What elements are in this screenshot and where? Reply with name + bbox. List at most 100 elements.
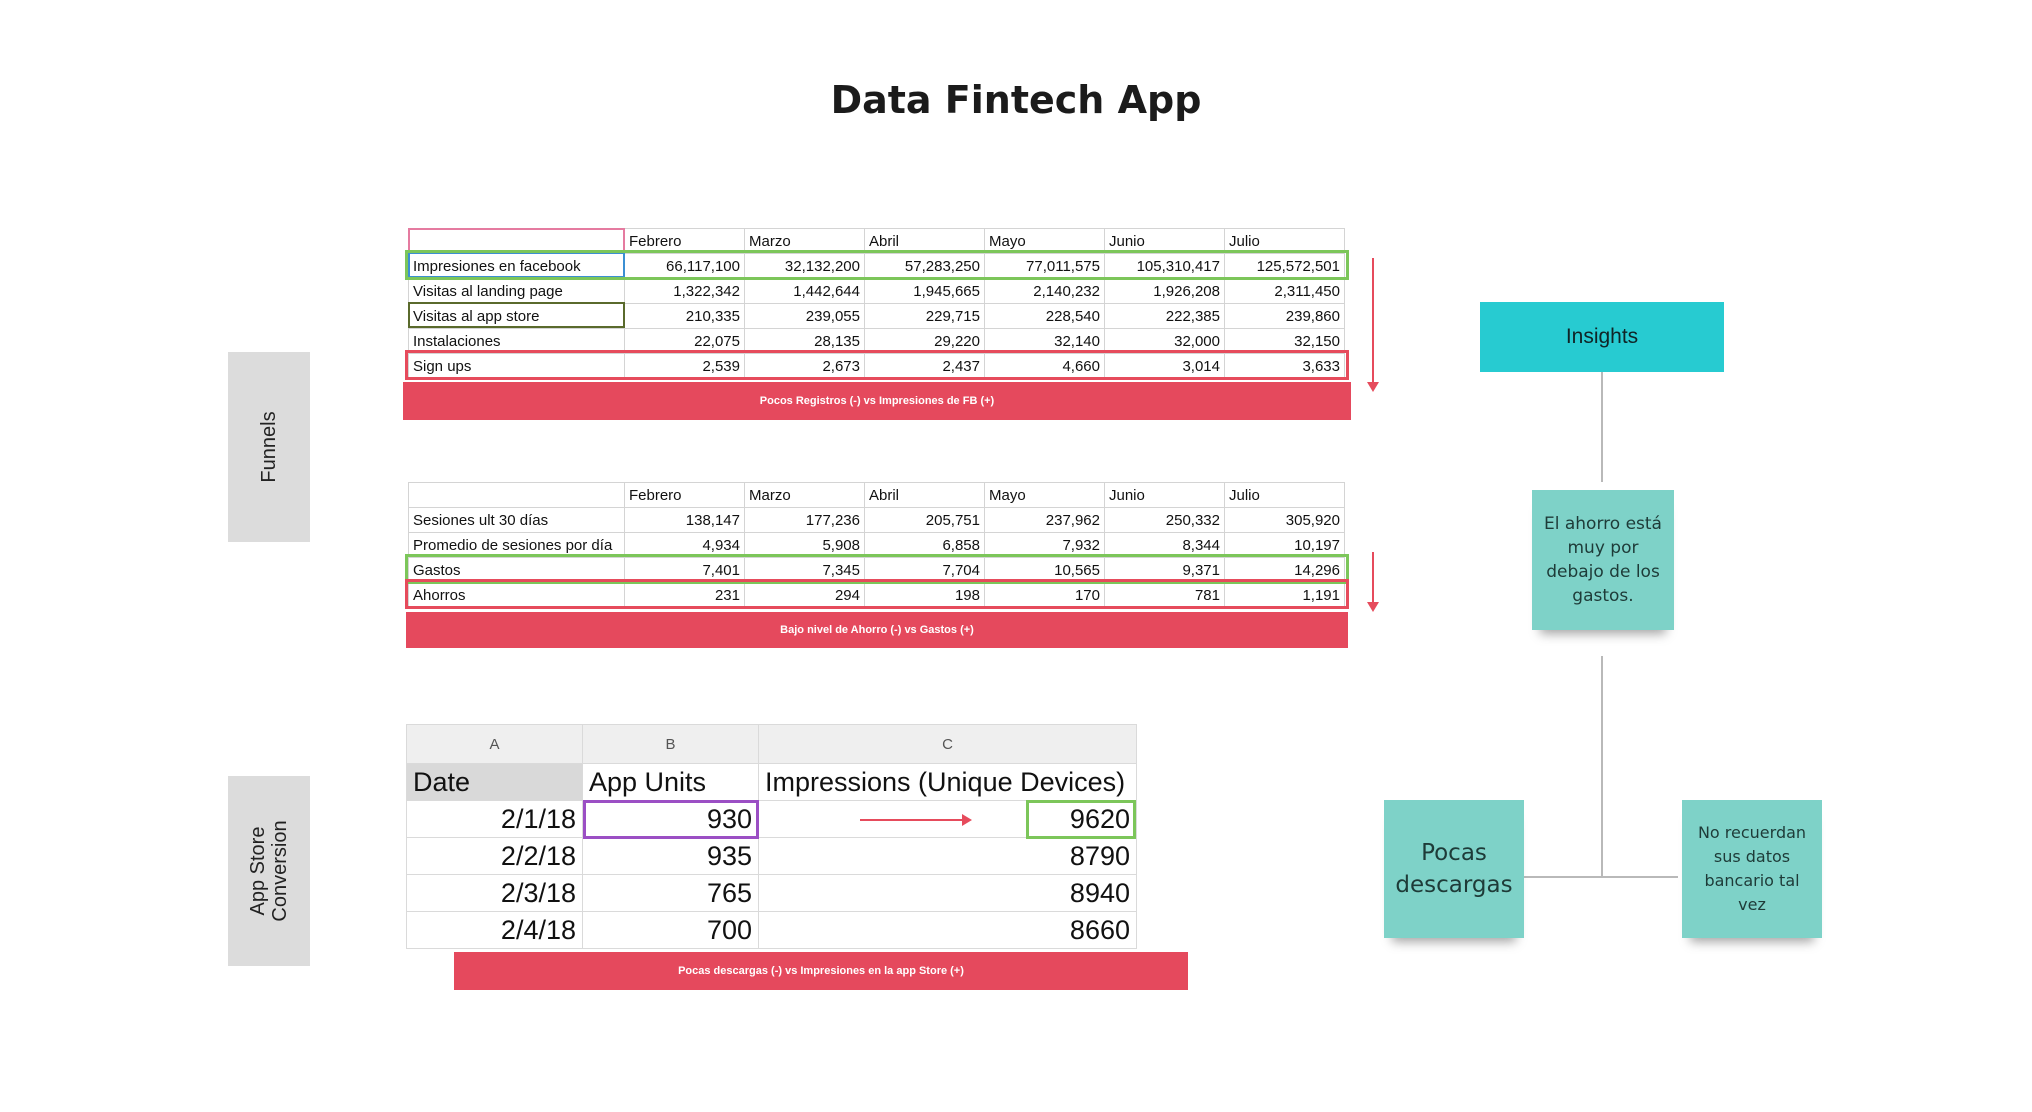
insights-header: Insights	[1480, 302, 1724, 372]
row-label: Sesiones ult 30 días	[408, 507, 625, 533]
note-main-text: El ahorro está muy por debajo de los gas…	[1544, 514, 1662, 606]
funnel-band-1: Pocos Registros (-) vs Impresiones de FB…	[403, 382, 1351, 420]
cell: 5,908	[744, 532, 865, 558]
right-arrow-head	[962, 814, 972, 826]
note-left: Pocas descargas	[1384, 800, 1524, 938]
table-row: Impresiones en facebook 66,117,100 32,13…	[408, 253, 1345, 279]
cell: 125,572,501	[1224, 253, 1345, 279]
cell: 9,371	[1104, 557, 1225, 583]
cell: 198	[864, 582, 985, 608]
down-arrow-2	[1367, 552, 1379, 612]
month-header: Junio	[1104, 482, 1225, 508]
cell: 10,197	[1224, 532, 1345, 558]
row-label: Ahorros	[408, 582, 625, 608]
note-right: No recuerdan sus datos bancario tal vez	[1682, 800, 1822, 938]
connector-top	[1601, 372, 1603, 482]
cell: 32,150	[1224, 328, 1345, 354]
cell: 29,220	[864, 328, 985, 354]
cell: 222,385	[1104, 303, 1225, 329]
units-cell: 765	[582, 874, 759, 912]
appstore-sheet: A B C Date App Units Impressions (Unique…	[406, 724, 1137, 949]
funnel-band-2-text: Bajo nivel de Ahorro (-) vs Gastos (+)	[780, 624, 974, 636]
month-header: Julio	[1224, 228, 1345, 254]
right-arrow	[860, 814, 972, 826]
cell: 1,945,665	[864, 278, 985, 304]
cell: 32,132,200	[744, 253, 865, 279]
cell: 228,540	[984, 303, 1105, 329]
funnel-sheet-1: Febrero Marzo Abril Mayo Junio Julio Imp…	[408, 228, 1345, 379]
cell: 7,704	[864, 557, 985, 583]
cell: 210,335	[624, 303, 745, 329]
facebook-row-highlight	[405, 250, 1349, 280]
table-row: Gastos 7,401 7,345 7,704 10,565 9,371 14…	[408, 557, 1345, 583]
table-row: Instalaciones 22,075 28,135 29,220 32,14…	[408, 328, 1345, 354]
table-row: 2/1/18 930 9620	[406, 800, 1137, 838]
month-header: Abril	[864, 482, 985, 508]
ahorros-row-highlight	[405, 579, 1349, 609]
cell: 239,860	[1224, 303, 1345, 329]
insights-title: Insights	[1565, 325, 1639, 348]
month-header: Mayo	[984, 482, 1105, 508]
month-header: Abril	[864, 228, 985, 254]
funnel-sheet-2: Febrero Marzo Abril Mayo Junio Julio Ses…	[408, 482, 1345, 608]
month-header: Marzo	[744, 482, 865, 508]
table-row: 2/2/18 935 8790	[406, 837, 1137, 875]
table-row: 2/3/18 765 8940	[406, 874, 1137, 912]
cell: 237,962	[984, 507, 1105, 533]
appstore-table: A B C Date App Units Impressions (Unique…	[406, 724, 1137, 949]
column-letter: A	[406, 724, 583, 764]
units-cell: 700	[582, 911, 759, 949]
header-row: Febrero Marzo Abril Mayo Junio Julio	[408, 482, 1345, 508]
column-letter: C	[758, 724, 1137, 764]
header-row: Date App Units Impressions (Unique Devic…	[406, 763, 1137, 801]
cell: 28,135	[744, 328, 865, 354]
column-letter: B	[582, 724, 759, 764]
cell: 4,660	[984, 353, 1105, 379]
cell: 7,932	[984, 532, 1105, 558]
corner-cell	[408, 482, 625, 508]
table-row: 2/4/18 700 8660	[406, 911, 1137, 949]
cell: 77,011,575	[984, 253, 1105, 279]
connector-middle	[1601, 656, 1603, 876]
units-cell: 935	[582, 837, 759, 875]
cell: 1,442,644	[744, 278, 865, 304]
appstore-label: App Store Conversion	[228, 776, 310, 966]
funnel-band-2: Bajo nivel de Ahorro (-) vs Gastos (+)	[406, 612, 1348, 648]
funnel-table-2: Febrero Marzo Abril Mayo Junio Julio Ses…	[405, 482, 1349, 609]
cell: 231	[624, 582, 745, 608]
cell: 250,332	[1104, 507, 1225, 533]
table-row: Visitas al landing page 1,322,342 1,442,…	[408, 278, 1345, 304]
funnels-label: Funnels	[228, 352, 310, 542]
cell: 14,296	[1224, 557, 1345, 583]
cell: 138,147	[624, 507, 745, 533]
table-row: Ahorros 231 294 198 170 781 1,191	[408, 582, 1345, 608]
cell: 781	[1104, 582, 1225, 608]
cell: 2,311,450	[1224, 278, 1345, 304]
date-header: Date	[406, 763, 583, 801]
funnels-label-text: Funnels	[258, 411, 280, 483]
table-row: Promedio de sesiones por día 4,934 5,908…	[408, 532, 1345, 558]
down-arrow-1	[1367, 258, 1379, 392]
row-label: Gastos	[408, 557, 625, 583]
column-letter-row: A B C	[406, 724, 1137, 764]
impressions-cell: 8660	[758, 911, 1137, 949]
impressions-cell: 8790	[758, 837, 1137, 875]
appstore-label-text: App Store Conversion	[247, 820, 291, 922]
funnel-table-1: Febrero Marzo Abril Mayo Junio Julio Imp…	[405, 228, 1349, 380]
cell: 7,345	[744, 557, 865, 583]
cell: 10,565	[984, 557, 1105, 583]
appstore-label-highlight	[408, 302, 625, 328]
gastos-row-highlight	[405, 554, 1349, 584]
table-row: Visitas al app store 210,335 239,055 229…	[408, 303, 1345, 329]
date-cell: 2/1/18	[406, 800, 583, 838]
units-header: App Units	[582, 763, 759, 801]
page-title: Data Fintech App	[830, 78, 1202, 122]
cell: 1,926,208	[1104, 278, 1225, 304]
cell: 205,751	[864, 507, 985, 533]
cell: 2,140,232	[984, 278, 1105, 304]
cell: 229,715	[864, 303, 985, 329]
connector-horizontal	[1524, 876, 1678, 878]
month-header: Febrero	[624, 482, 745, 508]
row-label: Visitas al app store	[408, 303, 625, 329]
impressions-cell: 8940	[758, 874, 1137, 912]
